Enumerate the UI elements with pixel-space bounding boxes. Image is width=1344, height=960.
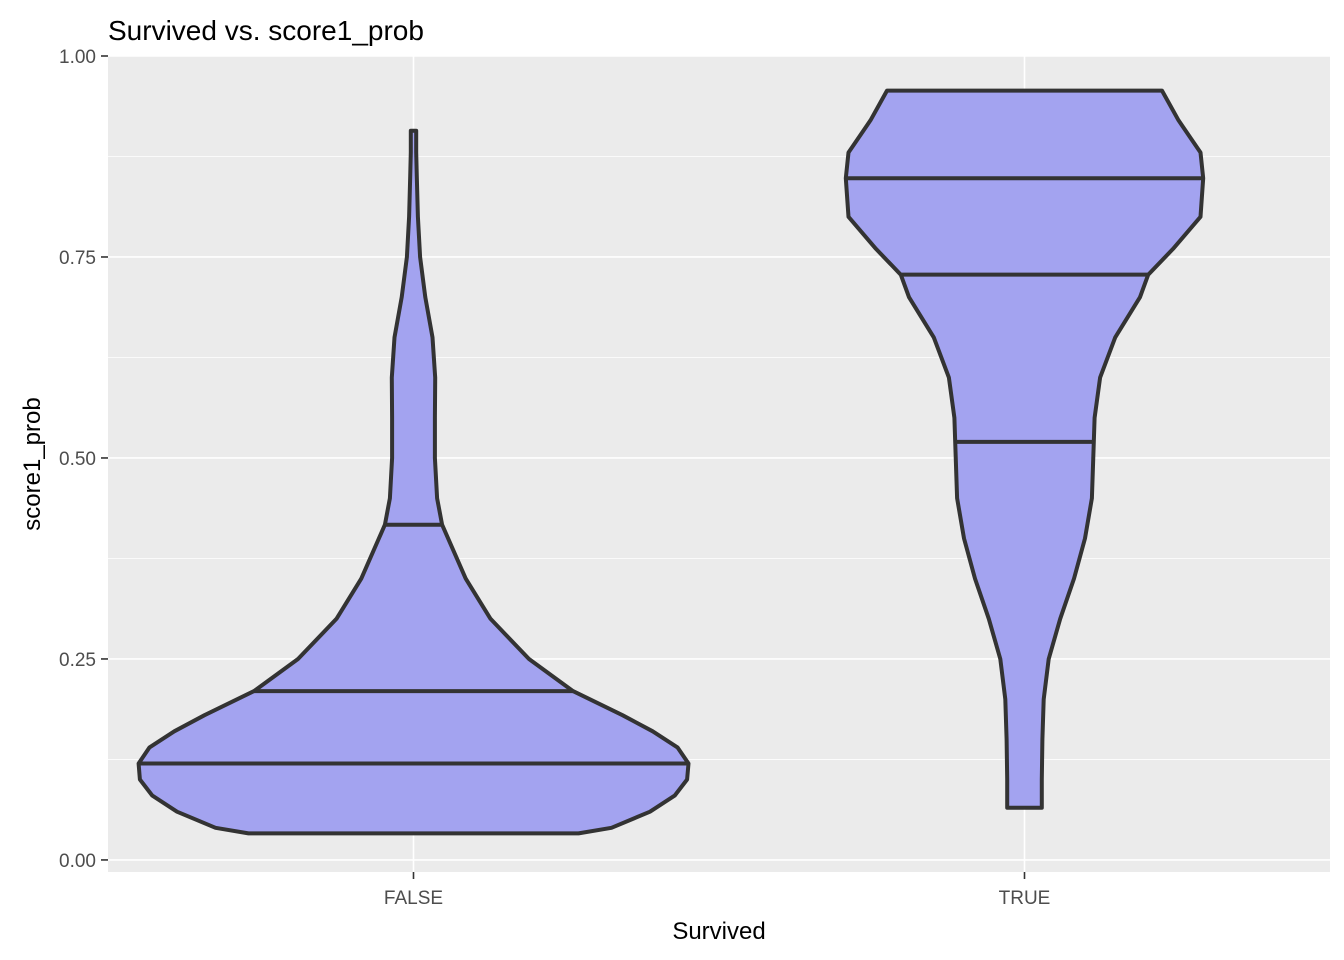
y-tick-label: 0.25 bbox=[59, 650, 96, 671]
y-tick-label: 0.75 bbox=[59, 248, 96, 269]
y-tick-label: 0.00 bbox=[59, 851, 96, 872]
y-axis-title: score1_prob bbox=[19, 397, 46, 530]
violin-false bbox=[136, 128, 691, 836]
x-tick-label: TRUE bbox=[999, 888, 1051, 909]
y-tick-label: 1.00 bbox=[59, 47, 96, 68]
violin-true bbox=[843, 88, 1206, 810]
axes: 0.00 0.25 0.50 0.75 1.00 FALSE TRUE bbox=[59, 47, 1050, 909]
violins bbox=[136, 88, 1206, 836]
x-tick-label: FALSE bbox=[384, 888, 443, 909]
y-tick-label: 0.50 bbox=[59, 449, 96, 470]
x-axis-title: Survived bbox=[672, 918, 765, 945]
chart-title: Survived vs. score1_prob bbox=[108, 15, 424, 46]
